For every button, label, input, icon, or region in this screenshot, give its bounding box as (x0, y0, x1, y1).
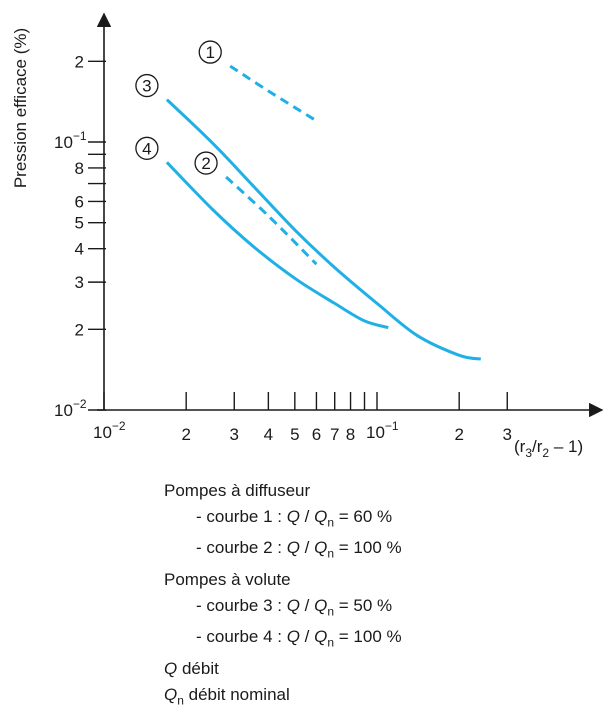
legend-qn-definition: Qn débit nominal (164, 684, 290, 707)
x-tick-label: 4 (264, 425, 273, 444)
legend-curve-2: - courbe 2 : Q / Qn = 100 % (196, 538, 402, 561)
x-tick-label: 3 (503, 425, 512, 444)
y-tick-label: 6 (75, 192, 84, 211)
curve-marker-label: 2 (201, 154, 210, 173)
legend-curve-1: - courbe 1 : Q / Qn = 60 % (196, 507, 393, 530)
x-tick-label: 10−2 (93, 419, 126, 442)
y-tick-label: 10−2 (54, 397, 87, 420)
curve-marker-label: 1 (206, 43, 215, 62)
curve-marker-circle (135, 73, 159, 98)
y-tick-label: 5 (75, 214, 84, 233)
x-axis-ticks: 10−2 2 3 4 5 6 7 8 10−1 2 3 (93, 392, 512, 444)
y-tick-label: 3 (75, 273, 84, 292)
curve-marker-circle (135, 136, 159, 160)
x-tick-label: 2 (181, 425, 190, 444)
x-tick-label: 3 (230, 425, 239, 444)
x-tick-label: 7 (330, 425, 339, 444)
legend-curve-4: - courbe 4 : Q / Qn = 100 % (196, 627, 402, 650)
curve-marker-label: 4 (142, 139, 151, 158)
curve-marker-circle (194, 151, 218, 175)
curve-3-line (165, 98, 482, 361)
y-tick-label: 2 (75, 320, 84, 339)
curve-3-marker: 3 (135, 73, 159, 98)
curve-1-line (229, 64, 318, 123)
y-tick-label: 4 (75, 240, 84, 259)
curve-marker-circle (198, 40, 222, 64)
curve-1-marker: 1 (198, 40, 222, 64)
legend-curve-3: - courbe 3 : Q / Qn = 50 % (196, 595, 393, 619)
legend-volute-heading: Pompes à volute (164, 569, 291, 589)
x-tick-label: 10−1 (366, 419, 399, 442)
curve-2-line (225, 175, 318, 266)
curve-4-line (165, 161, 389, 330)
x-axis-title: (r3/r2 – 1) (514, 437, 583, 460)
legend-q-definition: Q débit (164, 658, 219, 678)
curve-marker-label: 3 (142, 77, 151, 96)
curves (165, 64, 482, 361)
legend: Pompes à diffuseur - courbe 1 : Q / Qn =… (164, 478, 402, 713)
curve-4-marker: 4 (135, 136, 159, 160)
curve-2-marker: 2 (194, 151, 218, 175)
y-axis-title: Pression efficace (%) (11, 28, 30, 188)
x-tick-label: 5 (290, 425, 299, 444)
legend-diffuseur-heading: Pompes à diffuseur (164, 481, 311, 500)
x-tick-label: 8 (346, 425, 355, 444)
x-tick-label: 2 (454, 425, 463, 444)
curve-markers: 1 2 3 4 (135, 40, 222, 175)
y-tick-label: 2 (75, 52, 84, 71)
y-axis-ticks: 10−2 2 3 4 5 6 8 10−1 2 (54, 52, 106, 420)
y-tick-label: 10−1 (54, 129, 87, 152)
x-tick-label: 6 (312, 425, 321, 444)
y-tick-label: 8 (75, 159, 84, 178)
